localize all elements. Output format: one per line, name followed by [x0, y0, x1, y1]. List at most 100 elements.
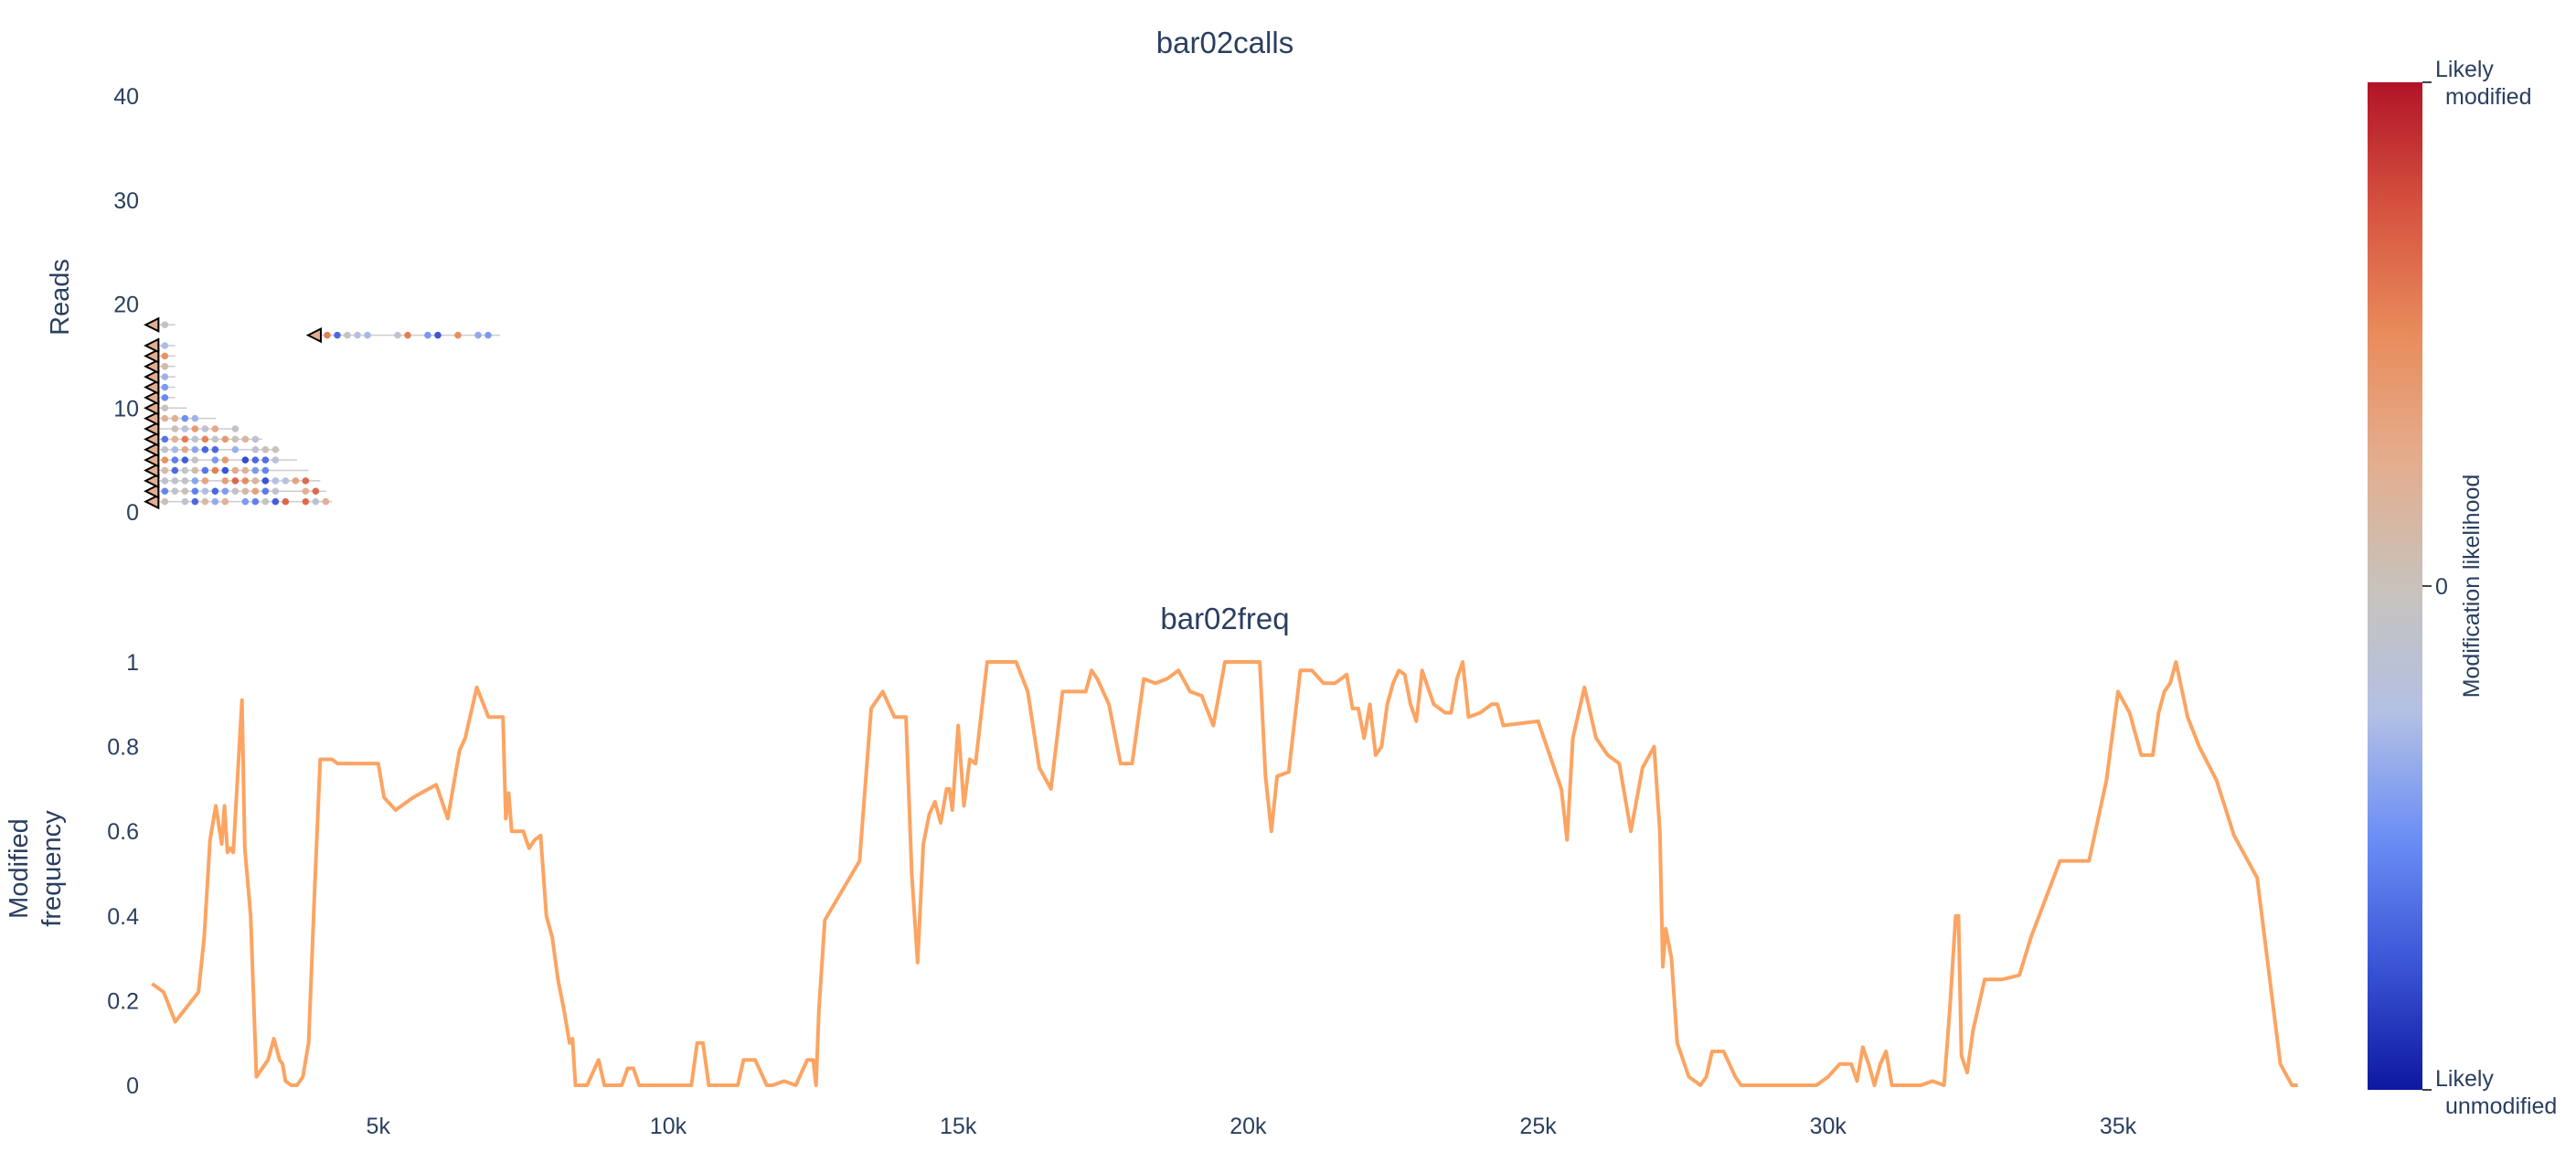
modification-call-dot — [222, 487, 229, 495]
modification-call-dot — [162, 436, 169, 443]
modification-call-dot — [394, 332, 401, 339]
modification-call-dot — [252, 456, 260, 464]
freq-xtick-label: 35k — [2100, 1114, 2137, 1139]
modification-call-dot — [324, 332, 331, 339]
modification-call-dot — [192, 446, 199, 453]
freq-ytick-label: 0.6 — [107, 819, 139, 845]
modification-call-dot — [192, 425, 199, 432]
modification-call-dot — [344, 332, 351, 339]
calls-ytick-label: 20 — [113, 293, 139, 318]
modification-call-dot — [192, 415, 199, 422]
modification-call-dot — [162, 384, 169, 391]
modification-call-dot — [272, 477, 280, 485]
modification-call-dot — [262, 467, 270, 475]
modification-call-dot — [262, 487, 270, 495]
modification-call-dot — [222, 467, 229, 475]
colorbar-title: Modification likelihood — [2459, 475, 2485, 699]
modification-call-dot — [162, 404, 169, 411]
modification-call-dot — [202, 498, 209, 506]
freq-xtick-label: 30k — [1810, 1114, 1847, 1139]
modification-call-dot — [242, 436, 250, 443]
colorbar-bottom-label-line1: Likely — [2435, 1066, 2494, 1092]
freq-ytick-label: 0.8 — [107, 735, 139, 761]
modification-call-dot — [182, 446, 189, 453]
modification-call-dot — [222, 436, 229, 443]
modification-call-dot — [212, 436, 219, 443]
modification-call-dot — [212, 456, 219, 464]
modification-call-dot — [272, 487, 280, 495]
read-end-arrow — [308, 329, 321, 342]
colorbar-top-label-line2: modified — [2445, 84, 2532, 110]
calls-ytick-label: 10 — [113, 396, 139, 421]
modification-call-dot — [182, 467, 189, 475]
freq-ytick-label: 0.4 — [107, 904, 139, 930]
calls-ytick-label: 0 — [126, 500, 139, 526]
modification-call-dot — [192, 477, 199, 485]
modification-call-dot — [404, 332, 411, 339]
freq-y-axis: 0 0.2 0.4 0.6 0.8 1 — [107, 650, 139, 1099]
modification-call-dot — [182, 425, 189, 432]
read-lines — [152, 325, 500, 501]
modification-call-dot — [162, 487, 169, 495]
modification-call-dot — [282, 498, 290, 506]
modification-call-dot — [252, 477, 260, 485]
modification-call-dot — [323, 498, 330, 506]
modification-call-dot — [484, 332, 492, 339]
modification-call-dot — [272, 446, 280, 453]
modification-call-dot — [162, 342, 169, 349]
modification-call-dot — [162, 467, 169, 475]
modification-call-dot — [162, 353, 169, 360]
modification-call-dot — [212, 487, 219, 495]
modification-call-dot — [162, 321, 169, 328]
calls-panel: bar02calls Reads 0 10 20 30 40 — [46, 26, 1293, 526]
modification-call-dot — [172, 456, 179, 464]
modification-call-dot — [313, 498, 320, 506]
modification-call-dot — [262, 477, 270, 485]
modification-call-dot — [272, 456, 280, 464]
freq-xtick-label: 10k — [650, 1114, 687, 1139]
modification-call-dot — [242, 487, 250, 495]
freq-xtick-label: 15k — [940, 1114, 977, 1139]
calls-ylabel: Reads — [46, 259, 75, 336]
modification-call-dot — [162, 498, 169, 506]
calls-y-axis: 0 10 20 30 40 — [113, 84, 139, 526]
modification-call-dot — [172, 415, 179, 422]
modification-call-dot — [202, 446, 209, 453]
read-end-arrow — [145, 339, 158, 352]
modification-call-dot — [354, 332, 361, 339]
freq-ytick-label: 0.2 — [107, 988, 139, 1014]
modification-call-dot — [182, 498, 189, 506]
modification-call-dot — [232, 477, 240, 485]
modification-call-dot — [172, 446, 179, 453]
modification-call-dot — [212, 425, 219, 432]
modification-call-dot — [232, 425, 240, 432]
modification-call-dot — [192, 456, 199, 464]
modification-call-dot — [252, 436, 260, 443]
modification-call-dot — [192, 467, 199, 475]
freq-ytick-label: 1 — [126, 650, 139, 676]
modification-call-dot — [313, 487, 320, 495]
freq-xtick-label: 5k — [367, 1114, 391, 1139]
colorbar-bottom-label-line2: unmodified — [2445, 1094, 2557, 1119]
modification-call-dot — [162, 446, 169, 453]
modification-call-dot — [232, 436, 240, 443]
calls-title: bar02calls — [1156, 26, 1293, 59]
modification-call-dot — [282, 477, 290, 485]
freq-ytick-label: 0 — [126, 1073, 139, 1099]
modification-call-dot — [334, 332, 341, 339]
modification-call-dot — [162, 477, 169, 485]
modification-call-dot — [474, 332, 482, 339]
modification-call-dot — [293, 477, 300, 485]
modification-call-dot — [303, 487, 310, 495]
modification-call-dot — [252, 467, 260, 475]
modification-call-dot — [262, 446, 270, 453]
modification-call-dot — [192, 436, 199, 443]
modification-call-dot — [172, 477, 179, 485]
modification-call-dot — [434, 332, 442, 339]
modification-call-dot — [212, 498, 219, 506]
modification-call-dot — [162, 394, 169, 401]
modification-call-dot — [242, 467, 250, 475]
modification-call-dot — [222, 498, 229, 506]
colorbar-mid-label: 0 — [2435, 574, 2448, 600]
